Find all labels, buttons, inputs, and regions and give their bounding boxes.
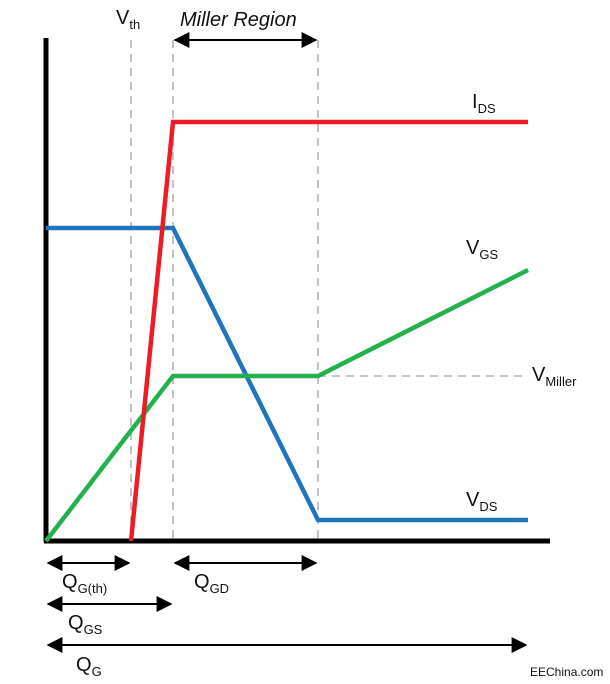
ids-label: IDS — [472, 91, 496, 116]
vmiller-label: VMiller — [532, 364, 577, 389]
watermark: EEChina.com — [530, 665, 603, 679]
vds-label: VDS — [466, 489, 498, 514]
ids-curve — [128, 119, 528, 542]
vgs-curve — [44, 267, 530, 543]
vth-label: Vth — [116, 7, 140, 32]
qgth-label: QG(th) — [62, 571, 107, 596]
miller-region-label: Miller Region — [180, 9, 297, 31]
qgd-label: QGD — [194, 571, 229, 596]
vgs-label: VGS — [466, 237, 498, 262]
qgs-label: QGS — [68, 612, 103, 637]
axes — [43, 38, 550, 544]
charge-arrows — [46, 555, 528, 653]
qg-label: QG — [76, 654, 102, 679]
guide-lines — [130, 40, 528, 540]
